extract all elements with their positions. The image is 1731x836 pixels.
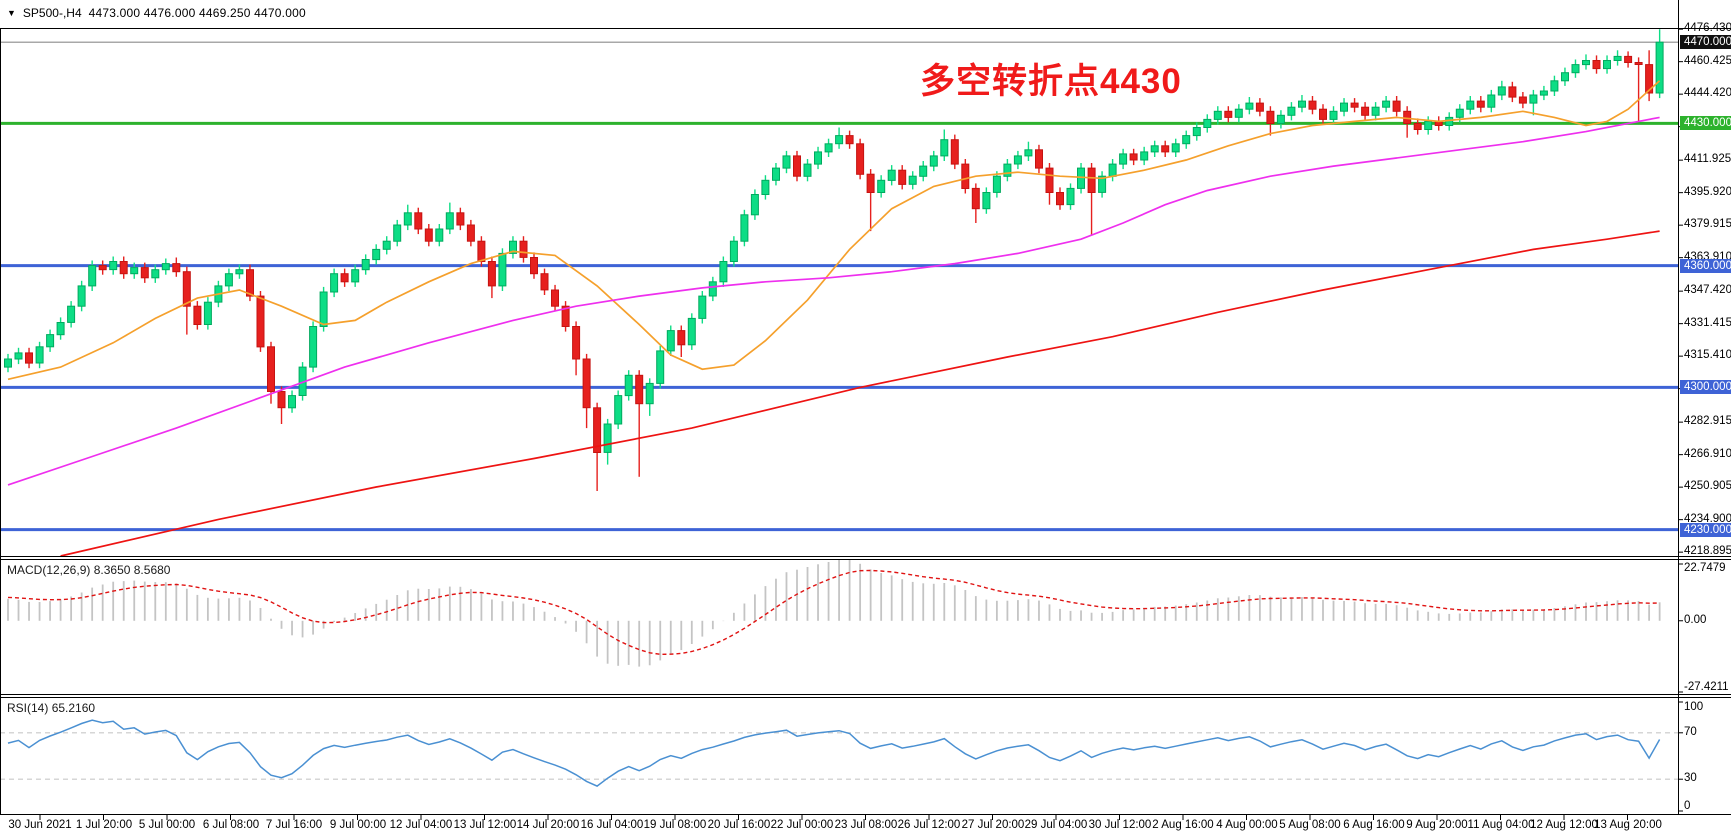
price-tick-label: 4282.915 bbox=[1684, 415, 1731, 427]
time-tick-label: 7 Jul 16:00 bbox=[265, 819, 323, 831]
price-tick-label: 4218.895 bbox=[1684, 545, 1731, 557]
price-tick-label: 4347.420 bbox=[1684, 284, 1731, 296]
time-tick-label: 23 Jul 08:00 bbox=[834, 819, 898, 831]
time-tick-label: 14 Jul 20:00 bbox=[516, 819, 580, 831]
macd-name: MACD(12,26,9) bbox=[7, 563, 91, 577]
time-tick-label: 22 Jul 00:00 bbox=[770, 819, 834, 831]
time-tick-label: 20 Jul 16:00 bbox=[707, 819, 771, 831]
price-tick-label: 4379.915 bbox=[1684, 218, 1731, 230]
symbol-title: SP500-,H4 bbox=[22, 6, 82, 20]
time-tick-label: 30 Jul 12:00 bbox=[1088, 819, 1152, 831]
price-tick-label: 4395.920 bbox=[1684, 186, 1731, 198]
symbol-dropdown-icon[interactable]: ▼ bbox=[7, 7, 16, 18]
rsi-axis-label: 30 bbox=[1684, 772, 1697, 784]
price-tick-label: 4266.910 bbox=[1684, 448, 1731, 460]
price-level-badge: 4360.000 bbox=[1680, 259, 1731, 273]
price-tick-label: 4411.925 bbox=[1684, 153, 1731, 165]
time-tick-label: 5 Aug 08:00 bbox=[1279, 819, 1341, 831]
price-tick-label: 4460.425 bbox=[1684, 55, 1731, 67]
time-tick-label: 29 Jul 04:00 bbox=[1024, 819, 1088, 831]
time-tick-label: 9 Jul 00:00 bbox=[329, 819, 387, 831]
rsi-axis-label: 70 bbox=[1684, 726, 1697, 738]
time-tick-label: 11 Aug 04:00 bbox=[1467, 819, 1535, 831]
price-level-badge: 4300.000 bbox=[1680, 380, 1731, 394]
macd-axis-label: -27.4211 bbox=[1684, 681, 1729, 693]
price-level-badge: 4470.000 bbox=[1680, 35, 1731, 49]
time-tick-label: 19 Jul 08:00 bbox=[643, 819, 707, 831]
time-tick-label: 9 Aug 20:00 bbox=[1406, 819, 1468, 831]
price-tick-label: 4315.410 bbox=[1684, 349, 1731, 361]
macd-values: 8.3650 8.5680 bbox=[93, 563, 171, 577]
price-level-badge: 4230.000 bbox=[1680, 523, 1731, 537]
time-tick-label: 16 Jul 04:00 bbox=[580, 819, 644, 831]
rsi-name: RSI(14) bbox=[7, 701, 49, 715]
time-tick-label: 12 Aug 12:00 bbox=[1530, 819, 1598, 831]
price-tick-label: 4444.420 bbox=[1684, 87, 1731, 99]
price-tick-label: 4331.415 bbox=[1684, 317, 1731, 329]
time-tick-label: 13 Jul 12:00 bbox=[453, 819, 517, 831]
time-tick-label: 1 Jul 20:00 bbox=[75, 819, 133, 831]
price-tick-label: 4234.900 bbox=[1684, 513, 1731, 525]
time-tick-label: 13 Aug 20:00 bbox=[1594, 819, 1662, 831]
macd-indicator-label: MACD(12,26,9) 8.3650 8.5680 bbox=[7, 563, 170, 577]
rsi-indicator-label: RSI(14) 65.2160 bbox=[7, 701, 95, 715]
time-tick-label: 26 Jul 12:00 bbox=[897, 819, 961, 831]
annotation-text: 多空转折点4430 bbox=[920, 62, 1182, 101]
time-tick-label: 6 Jul 08:00 bbox=[202, 819, 260, 831]
quote-header: ▼ SP500-,H4 4473.000 4476.000 4469.250 4… bbox=[7, 6, 306, 20]
macd-axis-label: 22.7479 bbox=[1684, 562, 1726, 574]
time-tick-label: 27 Jul 20:00 bbox=[961, 819, 1025, 831]
price-tick-label: 4250.905 bbox=[1684, 480, 1731, 492]
time-tick-label: 4 Aug 00:00 bbox=[1216, 819, 1278, 831]
rsi-axis-label: 100 bbox=[1684, 701, 1704, 713]
macd-axis-label: 0.00 bbox=[1684, 614, 1707, 626]
time-tick-label: 5 Jul 00:00 bbox=[138, 819, 196, 831]
rsi-axis-label: 0 bbox=[1684, 800, 1691, 812]
time-tick-label: 2 Aug 16:00 bbox=[1152, 819, 1214, 831]
quote-ohlc-values: 4473.000 4476.000 4469.250 4470.000 bbox=[88, 6, 306, 20]
rsi-value: 65.2160 bbox=[51, 701, 96, 715]
time-tick-label: 12 Jul 04:00 bbox=[389, 819, 453, 831]
time-tick-label: 6 Aug 16:00 bbox=[1343, 819, 1405, 831]
price-tick-label: 4476.430 bbox=[1684, 22, 1731, 34]
time-tick-label: 30 Jun 2021 bbox=[8, 819, 72, 831]
price-level-badge: 4430.000 bbox=[1680, 116, 1731, 130]
